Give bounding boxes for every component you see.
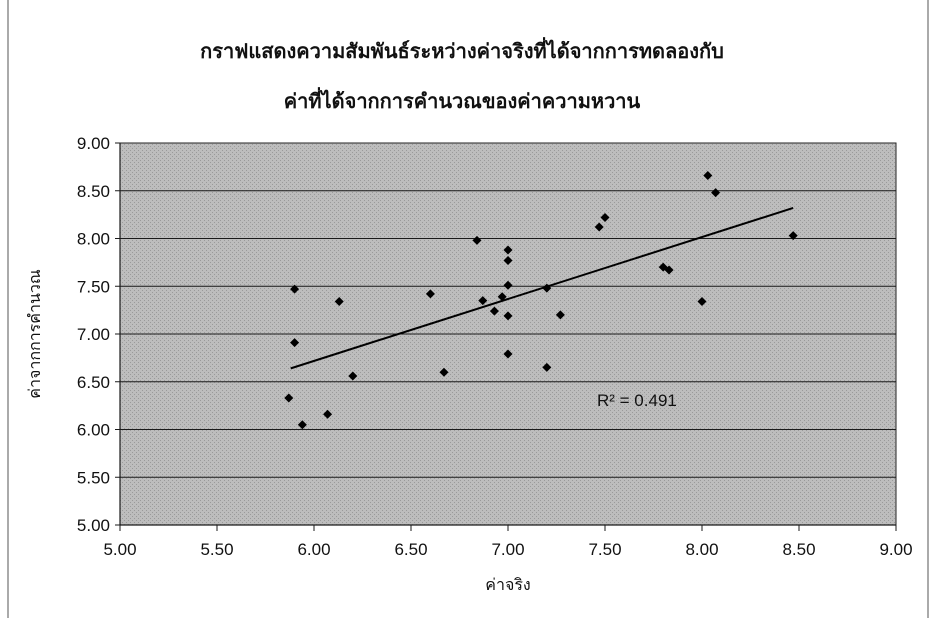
data-point bbox=[472, 235, 482, 245]
data-point bbox=[478, 296, 488, 306]
data-point bbox=[439, 367, 449, 377]
data-point bbox=[503, 349, 513, 359]
x-tick-label: 6.50 bbox=[394, 540, 427, 559]
data-point bbox=[489, 306, 499, 316]
chart-title-line2: ค่าที่ได้จากการคำนวณของค่าความหวาน bbox=[284, 86, 641, 113]
data-point bbox=[425, 289, 435, 299]
x-tick-label: 9.00 bbox=[879, 540, 912, 559]
y-tick-label: 5.50 bbox=[77, 468, 110, 487]
x-tick-label: 7.50 bbox=[588, 540, 621, 559]
data-point bbox=[297, 420, 307, 430]
y-tick-label: 8.50 bbox=[77, 182, 110, 201]
r-squared-label: R² = 0.491 bbox=[597, 391, 677, 410]
y-tick-label: 9.00 bbox=[77, 134, 110, 153]
x-tick-label: 5.00 bbox=[103, 540, 136, 559]
data-point bbox=[503, 245, 513, 255]
x-tick-label: 6.00 bbox=[297, 540, 330, 559]
x-axis-title: ค่าจริง bbox=[485, 575, 530, 594]
y-tick-label: 6.00 bbox=[77, 421, 110, 440]
data-point bbox=[542, 362, 552, 372]
data-point bbox=[503, 255, 513, 265]
chart-title-line1: กราฟแสดงความสัมพันธ์ระหว่างค่าจริงที่ได้… bbox=[200, 36, 724, 63]
y-tick-label: 7.00 bbox=[77, 325, 110, 344]
data-point bbox=[290, 284, 300, 294]
x-tick-label: 5.50 bbox=[200, 540, 233, 559]
y-tick-label: 8.00 bbox=[77, 230, 110, 249]
y-tick-labels: 5.00 5.50 6.00 6.50 7.00 7.50 8.00 8.50 9.00 bbox=[77, 134, 110, 535]
data-point bbox=[503, 311, 513, 321]
data-point bbox=[664, 265, 674, 275]
data-point bbox=[497, 292, 507, 302]
data-point bbox=[600, 212, 610, 222]
x-tick-label: 7.00 bbox=[491, 540, 524, 559]
data-point bbox=[788, 231, 798, 241]
y-tick-label: 7.50 bbox=[77, 277, 110, 296]
y-axis-title: ค่าจากการคำนวณ bbox=[25, 269, 44, 399]
data-point bbox=[334, 297, 344, 307]
axes bbox=[115, 142, 897, 531]
trendline-group bbox=[290, 206, 794, 370]
data-point bbox=[323, 409, 333, 419]
x-tick-label: 8.00 bbox=[685, 540, 718, 559]
data-points bbox=[284, 170, 798, 430]
y-tick-label: 5.00 bbox=[77, 516, 110, 535]
data-point bbox=[594, 222, 604, 232]
y-tick-label: 6.50 bbox=[77, 373, 110, 392]
data-point bbox=[503, 280, 513, 290]
data-point bbox=[555, 310, 565, 320]
data-point bbox=[711, 188, 721, 198]
x-tick-label: 8.50 bbox=[782, 540, 815, 559]
data-point bbox=[290, 338, 300, 348]
trendline bbox=[290, 206, 794, 370]
data-point bbox=[703, 170, 713, 180]
x-tick-labels: 5.00 5.50 6.00 6.50 7.00 7.50 8.00 8.50 9.00 bbox=[103, 540, 912, 559]
data-point bbox=[348, 371, 358, 381]
data-point bbox=[697, 297, 707, 307]
data-point bbox=[542, 283, 552, 293]
data-point bbox=[284, 393, 294, 403]
gridlines bbox=[120, 190, 896, 478]
